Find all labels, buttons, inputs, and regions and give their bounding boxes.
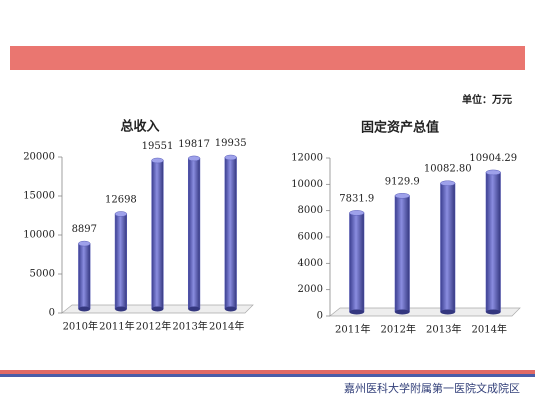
x-tick-label: 2011年 [335, 323, 370, 336]
bar [151, 160, 164, 310]
y-tick-label: 10000 [23, 230, 55, 241]
x-tick-label: 2014年 [472, 323, 507, 336]
y-tick-label: 5000 [30, 269, 55, 280]
bar-top [349, 210, 365, 216]
bar [114, 213, 128, 310]
bar [440, 182, 456, 313]
header-band [10, 46, 525, 70]
value-label: 8897 [72, 224, 97, 235]
bar [78, 243, 91, 310]
bar-top [224, 154, 237, 161]
y-tick-label: 10000 [291, 179, 323, 190]
value-label: 9129.9 [385, 176, 420, 187]
y-tick-label: 2000 [298, 284, 323, 295]
bar [224, 157, 237, 310]
bar [394, 195, 410, 313]
bar-top [187, 155, 201, 162]
x-tick-label: 2012年 [381, 323, 416, 336]
unit-label: 单位：万元 [462, 93, 512, 106]
y-tick-label: 15000 [23, 191, 55, 202]
footer-text: 嘉州医科大学附属第一医院文成院区 [344, 381, 520, 395]
x-tick-label: 2013年 [172, 320, 207, 333]
y-tick-label: 4000 [298, 258, 323, 269]
y-tick-label: 12000 [291, 153, 323, 164]
bar [187, 158, 201, 310]
value-label: 7831.9 [339, 193, 374, 204]
bar-base [151, 306, 164, 312]
bar-base [188, 306, 200, 312]
x-tick-label: 2013年 [426, 323, 461, 336]
bar-base [78, 306, 91, 312]
footer-band [0, 370, 535, 374]
bar-base [394, 309, 410, 315]
y-tick-label: 0 [317, 311, 323, 322]
bar-top [485, 169, 501, 176]
bar-base [349, 309, 365, 315]
bar [485, 172, 501, 313]
bar-top [114, 211, 128, 217]
bar-top [394, 193, 410, 199]
value-label: 12698 [105, 194, 137, 205]
value-label: 19935 [215, 138, 247, 149]
footer-band [0, 374, 535, 377]
value-label: 10082.80 [424, 164, 472, 175]
x-tick-label: 2012年 [136, 320, 171, 333]
y-tick-label: 20000 [23, 152, 55, 163]
y-tick-label: 0 [49, 308, 55, 319]
y-tick-label: 6000 [298, 232, 323, 243]
bar-base [115, 306, 127, 312]
x-tick-label: 2014年 [209, 320, 244, 333]
bar-base [440, 309, 456, 315]
bar-top [440, 180, 456, 186]
x-tick-label: 2011年 [99, 320, 134, 333]
x-tick-label: 2010年 [63, 320, 98, 333]
chart-title: 固定资产总值 [361, 120, 439, 136]
value-label: 19817 [178, 139, 210, 150]
bar-base [485, 309, 501, 315]
value-label: 19551 [142, 141, 174, 152]
value-label: 10904.29 [469, 153, 517, 164]
bar-base [224, 306, 237, 312]
floor [329, 307, 521, 317]
y-tick-label: 8000 [298, 205, 323, 216]
chart-title: 总收入 [120, 119, 159, 135]
bar [349, 212, 365, 313]
bar-top [78, 240, 91, 247]
bar-top [151, 157, 164, 164]
